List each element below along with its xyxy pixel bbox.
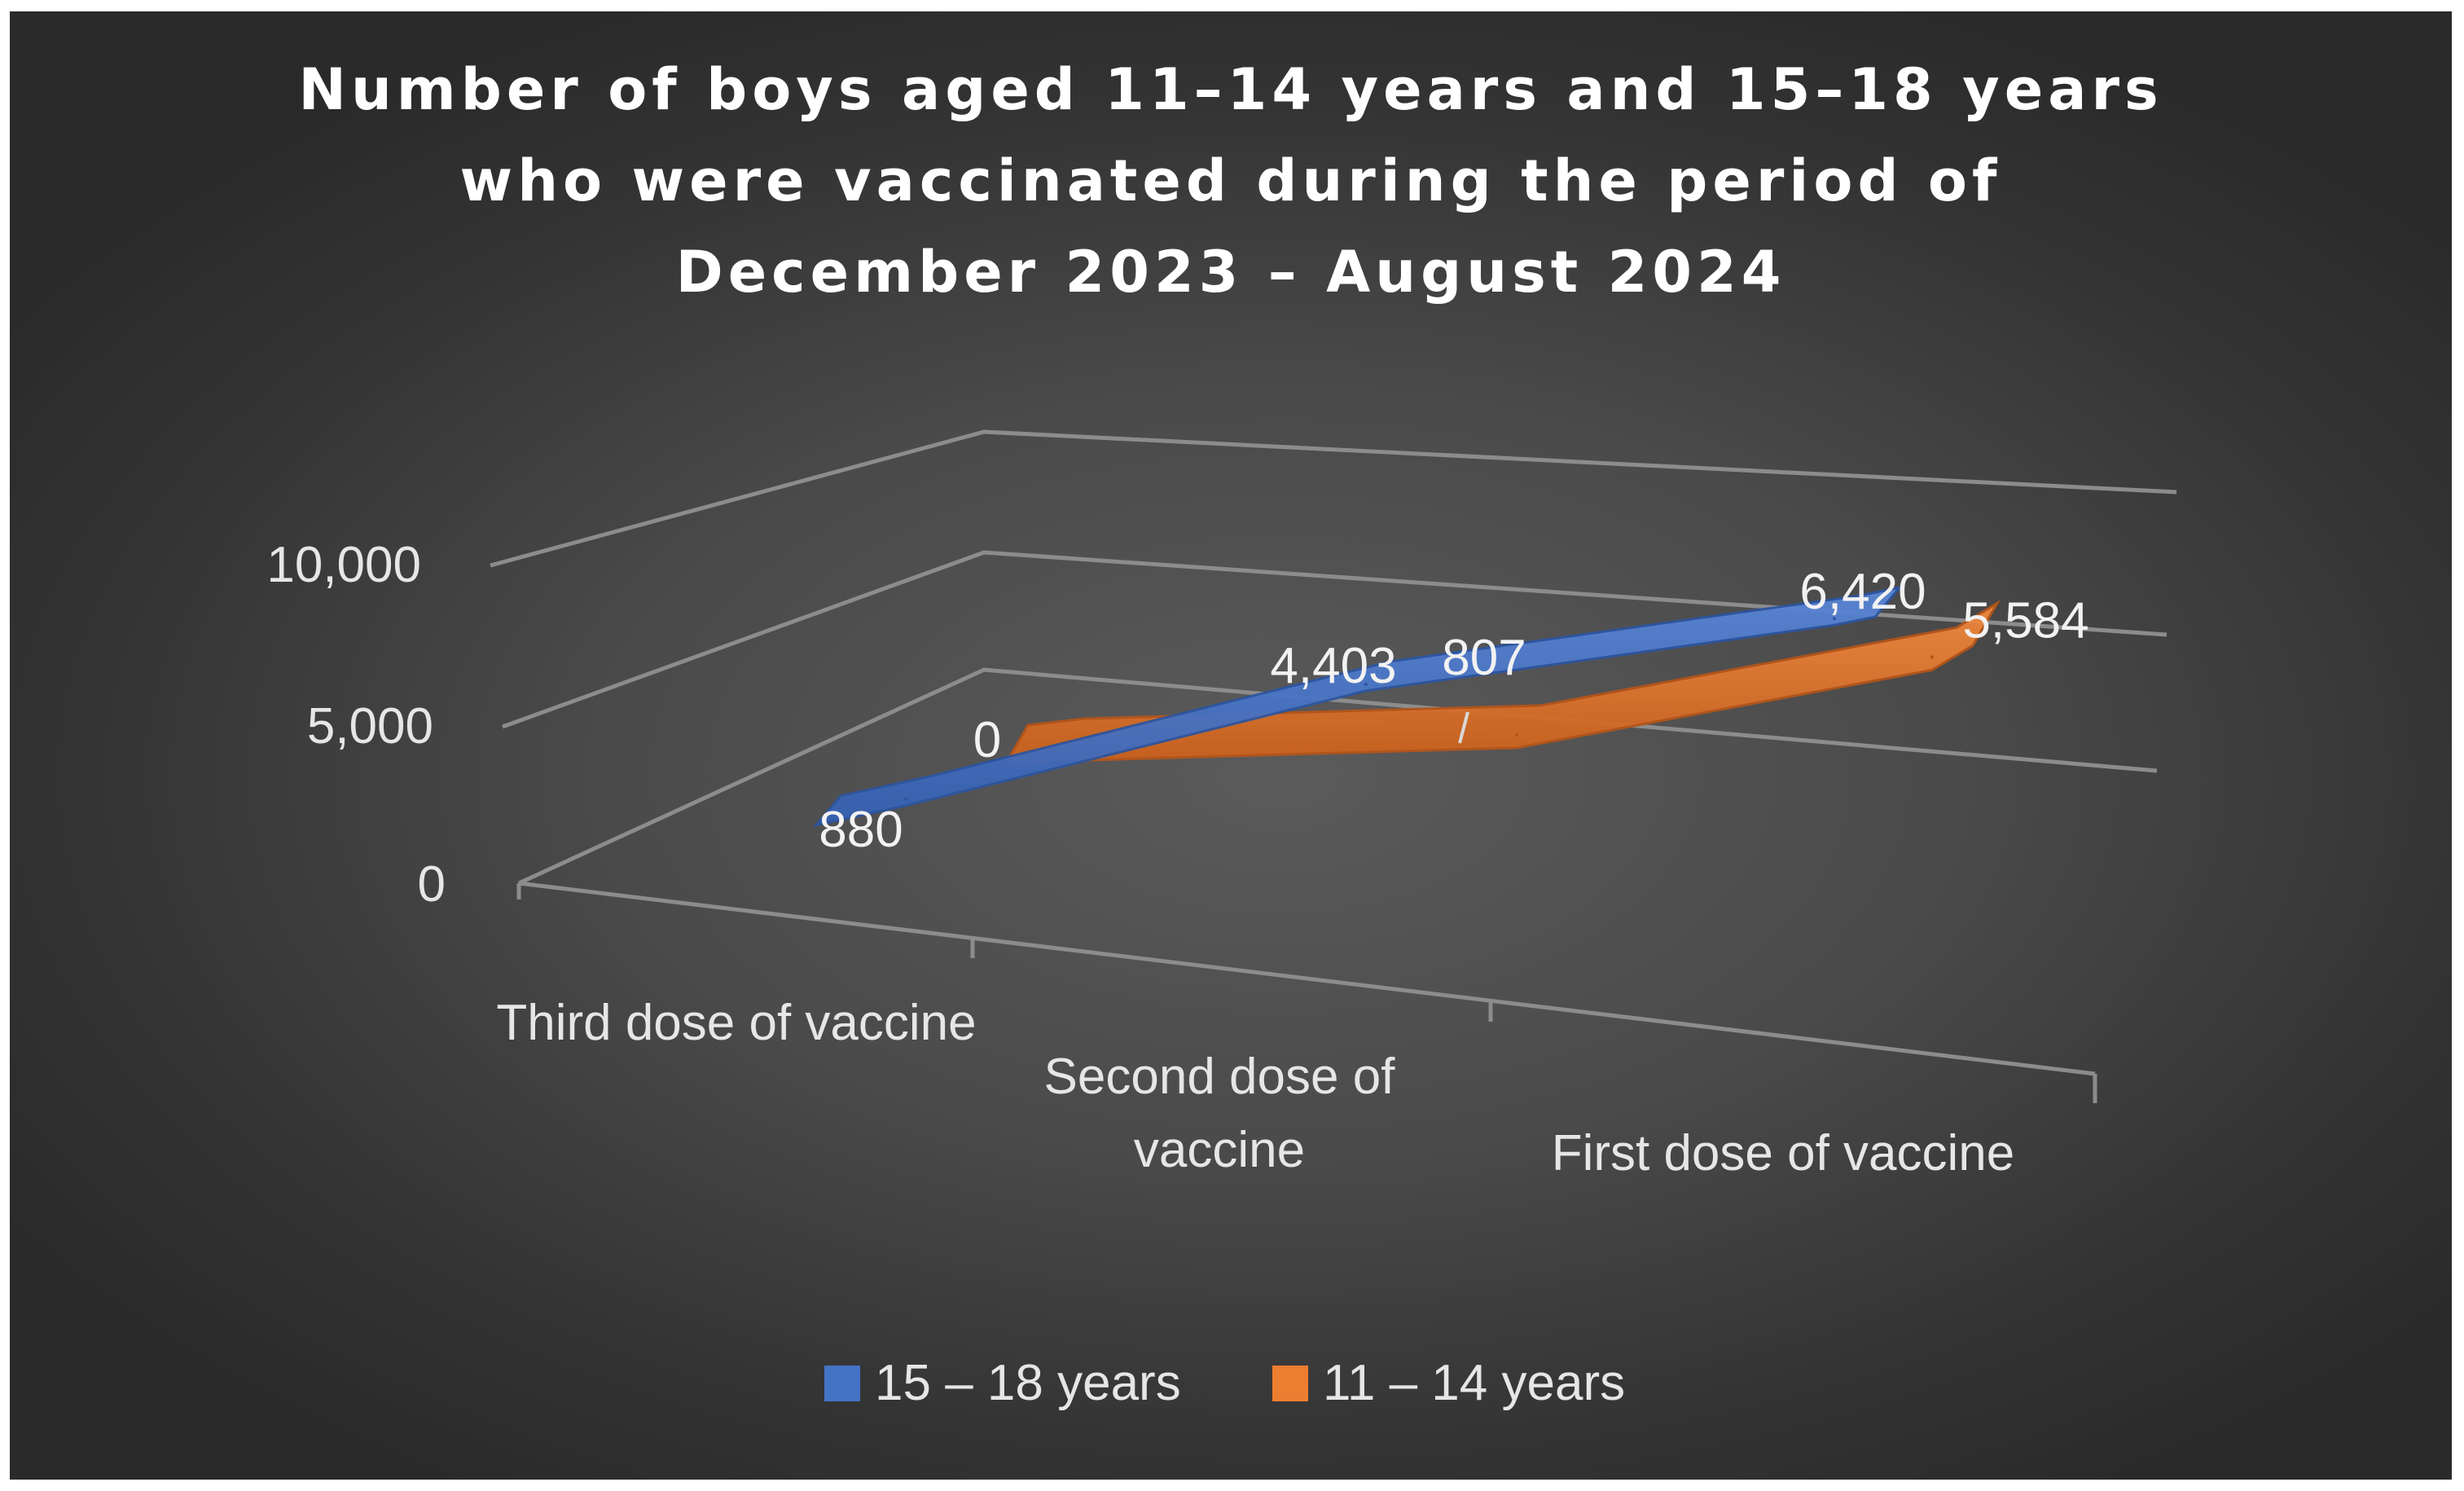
grid-lines (490, 429, 2177, 1103)
data-label-11-14-years-2: 5,584 (1962, 592, 2088, 649)
category-label-second-dose-line-1: Second dose of (1044, 1049, 1396, 1105)
legend-label-11-14-years: 11 – 14 years (1323, 1355, 1625, 1411)
y-tick-label-0: 0 (418, 856, 446, 913)
series-ribbon-15-18-years (813, 585, 1903, 828)
data-point-11-14-years-2 (1930, 655, 1934, 659)
series-ribbon-11-14-years (1001, 600, 2001, 769)
x-axis-category-labels: Third dose of vaccine Second dose of vac… (496, 995, 2014, 1181)
gridline-10000 (490, 429, 2177, 568)
y-axis-tick-labels: 10,000 5,000 0 (266, 537, 446, 913)
data-label-15-18-years-2: 6,420 (1799, 564, 1926, 620)
y-tick-label-5000: 5,000 (307, 698, 433, 754)
chart-title: Number of boys aged 11–14 years and 15–1… (10, 44, 2452, 318)
data-point-15-18-years-2 (1833, 617, 1836, 621)
chart-plot: 10,000 5,000 0 Third dose of vaccine Sec… (266, 429, 2177, 1411)
series-layer (813, 585, 2001, 828)
gridline-0 (517, 667, 2158, 886)
data-point-15-18-years-0 (904, 797, 907, 801)
legend-swatch-15-18-years (824, 1366, 860, 1401)
data-point-15-18-years-1 (1364, 682, 1368, 686)
chart-title-line-2: who were vaccinated during the period of (459, 147, 2002, 214)
data-point-11-14-years-1 (1515, 732, 1518, 737)
chart-title-line-3: December 2023 – August 2024 (675, 239, 1786, 306)
data-label-15-18-years-0: 880 (819, 802, 903, 858)
legend-label-15-18-years: 15 – 18 years (875, 1355, 1181, 1411)
y-tick-label-10000: 10,000 (266, 537, 421, 593)
data-label-15-18-years-1: 4,403 (1270, 638, 1396, 694)
data-label-layer: 880 4,403 6,420 0 807 5,584 (819, 564, 2088, 858)
data-label-11-14-years-1: 807 (1442, 630, 1526, 686)
data-label-leader-line (1458, 711, 1469, 744)
category-label-first-dose: First dose of vaccine (1552, 1125, 2015, 1181)
chart-frame: Number of boys aged 11–14 years and 15–1… (10, 11, 2452, 1480)
category-label-second-dose-line-2: vaccine (1134, 1122, 1305, 1178)
x-axis-line (518, 881, 2096, 1076)
chart-title-line-1: Number of boys aged 11–14 years and 15–1… (298, 56, 2163, 123)
legend-swatch-11-14-years (1272, 1366, 1308, 1401)
category-label-third-dose: Third dose of vaccine (496, 995, 976, 1051)
legend: 15 – 18 years 11 – 14 years (824, 1355, 1625, 1411)
data-label-11-14-years-0: 0 (973, 712, 1001, 768)
